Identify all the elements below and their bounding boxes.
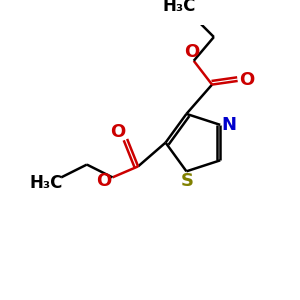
Text: H₃C: H₃C [162,0,196,15]
Text: S: S [181,172,194,190]
Text: O: O [96,172,111,190]
Text: O: O [184,43,200,61]
Text: O: O [239,71,254,89]
Text: O: O [110,123,126,141]
Text: H₃C: H₃C [30,174,63,192]
Text: N: N [222,116,237,134]
